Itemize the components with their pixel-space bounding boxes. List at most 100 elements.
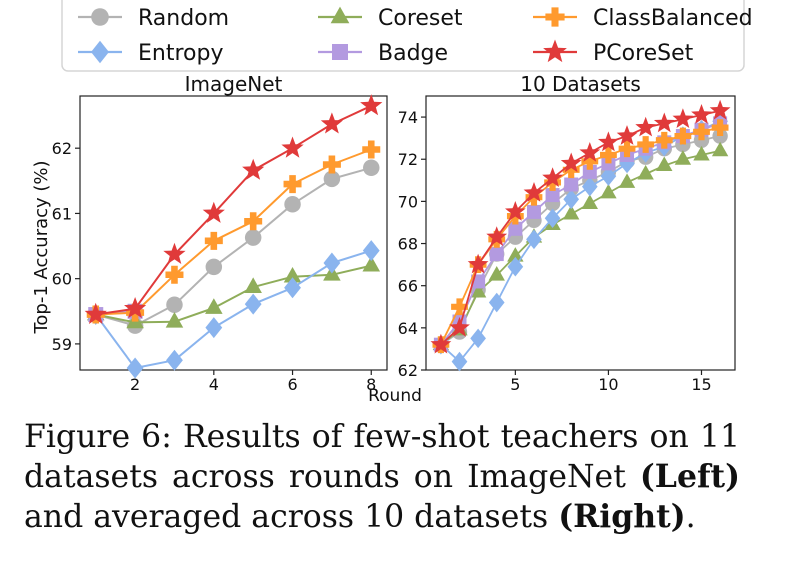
- data-point-pcoreset: [449, 316, 470, 337]
- legend-item-entropy: Entropy: [78, 40, 223, 66]
- data-point-random: [205, 258, 223, 276]
- data-point-entropy: [581, 176, 598, 197]
- data-point-badge: [601, 156, 616, 171]
- data-point-pcoreset: [709, 99, 731, 120]
- data-point-classbalanced: [711, 119, 729, 137]
- x-tick-label: 6: [287, 375, 297, 394]
- y-axis-label: Top-1 Accuracy (%): [31, 160, 52, 334]
- x-tick-label: 2: [130, 375, 140, 394]
- data-point-random: [712, 128, 728, 144]
- series-line-coreset: [95, 264, 372, 324]
- y-tick-label: 66: [398, 277, 418, 296]
- data-point-coreset: [600, 183, 617, 199]
- y-tick-label: 60: [52, 270, 72, 289]
- data-point-entropy: [526, 229, 542, 250]
- legend-marker-entropy: [91, 40, 109, 64]
- data-point-entropy: [205, 317, 223, 339]
- y-tick-label: 72: [398, 150, 418, 169]
- data-point-entropy: [284, 277, 301, 299]
- data-point-entropy: [126, 357, 144, 379]
- data-point-coreset: [469, 282, 487, 298]
- data-point-pcoreset: [84, 302, 107, 324]
- data-point-pcoreset: [635, 116, 656, 137]
- legend-marker-classbalanced: [545, 7, 565, 27]
- y-tick-label: 59: [52, 335, 72, 354]
- x-tick-label: 5: [510, 375, 520, 394]
- data-point-pcoreset: [542, 167, 563, 187]
- data-point-coreset: [205, 298, 223, 314]
- legend-item-pcoreset: PCoreSet: [533, 39, 694, 66]
- data-point-entropy: [600, 166, 617, 186]
- legend-marker-coreset: [330, 6, 350, 24]
- data-point-entropy: [563, 189, 580, 210]
- legend-item-badge: Badge: [318, 41, 448, 66]
- data-point-coreset: [244, 277, 262, 293]
- x-tick-label: 4: [209, 375, 219, 394]
- data-point-coreset: [693, 145, 710, 161]
- data-point-entropy: [619, 153, 635, 174]
- caption-right: (Right): [558, 498, 686, 535]
- data-point-coreset: [488, 266, 505, 281]
- data-point-entropy: [507, 256, 524, 277]
- data-point-classbalanced: [637, 136, 655, 153]
- data-point-classbalanced: [693, 123, 710, 141]
- data-point-pcoreset: [579, 142, 601, 162]
- series-line-entropy: [440, 120, 721, 363]
- data-point-pcoreset: [467, 253, 489, 274]
- plot-frame: [79, 95, 388, 371]
- legend-item-classbalanced: ClassBalanced: [533, 6, 753, 31]
- data-point-entropy: [451, 351, 468, 372]
- figure-canvas: Random Coreset ClassBalanced Entropy Badge PC…: [31, 0, 753, 406]
- series-pcoreset: [430, 99, 731, 354]
- data-point-random: [323, 170, 341, 188]
- legend-label-entropy: Entropy: [138, 41, 223, 66]
- y-tick-label: 74: [398, 108, 418, 127]
- data-point-badge: [564, 177, 579, 192]
- data-point-pcoreset: [616, 125, 638, 145]
- caption-text-2: and averaged across 10 datasets: [24, 499, 559, 535]
- data-point-pcoreset: [163, 242, 186, 264]
- series-line-coreset: [440, 149, 721, 346]
- data-point-pcoreset: [672, 108, 694, 128]
- x-tick-label: 15: [691, 375, 711, 394]
- data-point-pcoreset: [653, 112, 675, 133]
- chart-title: ImageNet: [185, 72, 283, 96]
- data-point-classbalanced: [581, 152, 599, 170]
- legend-marker-pcoreset: [543, 39, 567, 63]
- data-point-pcoreset: [486, 226, 508, 246]
- data-point-badge: [545, 188, 560, 203]
- data-point-badge: [508, 221, 523, 236]
- legend-item-random: Random: [78, 6, 229, 31]
- data-point-pcoreset: [691, 104, 712, 124]
- data-point-coreset: [283, 266, 302, 283]
- data-point-pcoreset: [360, 94, 383, 116]
- data-point-pcoreset: [560, 152, 582, 173]
- data-point-coreset: [362, 255, 381, 272]
- data-point-classbalanced: [362, 140, 381, 159]
- legend-label-random: Random: [138, 6, 229, 31]
- data-point-badge: [489, 247, 504, 262]
- data-point-classbalanced: [451, 298, 468, 316]
- data-point-pcoreset: [505, 201, 526, 221]
- data-point-pcoreset: [320, 112, 343, 134]
- y-tick-label: 64: [398, 319, 418, 338]
- data-point-pcoreset: [202, 201, 225, 223]
- caption-left: (Left): [639, 458, 740, 495]
- series-line-pcoreset: [440, 109, 721, 346]
- data-point-coreset: [637, 164, 654, 180]
- data-point-coreset: [563, 204, 580, 220]
- data-point-pcoreset: [598, 131, 619, 152]
- data-point-classbalanced: [204, 231, 223, 250]
- legend-label-coreset: Coreset: [378, 6, 463, 31]
- data-point-classbalanced: [562, 161, 580, 179]
- x-tick-label: 10: [598, 375, 618, 394]
- data-point-classbalanced: [655, 131, 673, 149]
- data-point-entropy: [488, 292, 505, 313]
- y-tick-label: 62: [398, 361, 418, 380]
- data-point-coreset: [618, 173, 636, 188]
- data-point-pcoreset: [523, 182, 545, 202]
- chart-title: 10 Datasets: [520, 72, 641, 96]
- data-point-classbalanced: [322, 155, 341, 174]
- data-point-classbalanced: [165, 265, 184, 284]
- chart-10-datasets: 10 Datasets 5 10 15 62 64 66 68 70 72 74: [398, 72, 736, 394]
